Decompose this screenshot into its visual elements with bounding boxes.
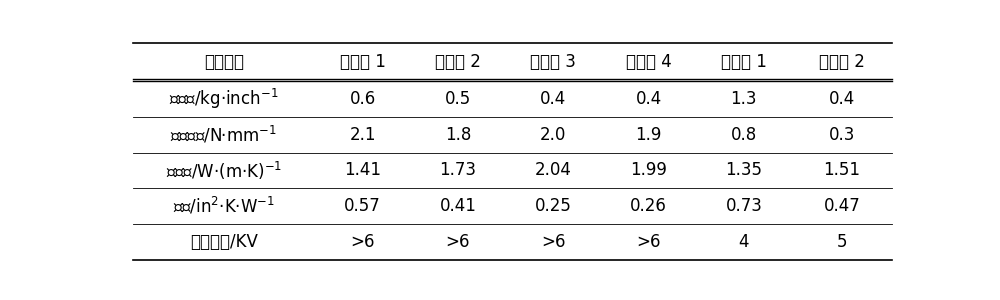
Text: 4: 4: [739, 233, 749, 251]
Text: 绝缘强度/KV: 绝缘强度/KV: [190, 233, 258, 251]
Text: 初粘力/kg·inch$^{-1}$: 初粘力/kg·inch$^{-1}$: [169, 87, 279, 111]
Text: 0.41: 0.41: [439, 197, 476, 215]
Text: 热导率/W·(m·K)$^{-1}$: 热导率/W·(m·K)$^{-1}$: [166, 159, 282, 182]
Text: 2.0: 2.0: [540, 126, 566, 144]
Text: 性能参数: 性能参数: [204, 53, 244, 71]
Text: 0.5: 0.5: [445, 90, 471, 108]
Text: 5: 5: [837, 233, 847, 251]
Text: 1.99: 1.99: [630, 161, 667, 179]
Text: 0.47: 0.47: [824, 197, 860, 215]
Text: 对比例 2: 对比例 2: [819, 53, 865, 71]
Text: 实施例 4: 实施例 4: [626, 53, 671, 71]
Text: 0.4: 0.4: [829, 90, 855, 108]
Text: 1.73: 1.73: [439, 161, 476, 179]
Text: 热阻/in$^{2}$·K·W$^{-1}$: 热阻/in$^{2}$·K·W$^{-1}$: [173, 196, 275, 217]
Text: 1.8: 1.8: [445, 126, 471, 144]
Text: 实施例 3: 实施例 3: [530, 53, 576, 71]
Text: >6: >6: [636, 233, 661, 251]
Text: 0.57: 0.57: [344, 197, 381, 215]
Text: 0.4: 0.4: [540, 90, 566, 108]
Text: 2.04: 2.04: [535, 161, 572, 179]
Text: 剥离强度/N·mm$^{-1}$: 剥离强度/N·mm$^{-1}$: [170, 124, 277, 145]
Text: 0.26: 0.26: [630, 197, 667, 215]
Text: 0.25: 0.25: [535, 197, 572, 215]
Text: >6: >6: [541, 233, 565, 251]
Text: 1.3: 1.3: [731, 90, 757, 108]
Text: 0.8: 0.8: [731, 126, 757, 144]
Text: 1.35: 1.35: [725, 161, 762, 179]
Text: 1.9: 1.9: [635, 126, 662, 144]
Text: 0.73: 0.73: [725, 197, 762, 215]
Text: 0.4: 0.4: [635, 90, 662, 108]
Text: 0.6: 0.6: [349, 90, 376, 108]
Text: 1.41: 1.41: [344, 161, 381, 179]
Text: >6: >6: [446, 233, 470, 251]
Text: 实施例 1: 实施例 1: [340, 53, 385, 71]
Text: 1.51: 1.51: [823, 161, 860, 179]
Text: >6: >6: [350, 233, 375, 251]
Text: 0.3: 0.3: [829, 126, 855, 144]
Text: 实施例 2: 实施例 2: [435, 53, 481, 71]
Text: 对比例 1: 对比例 1: [721, 53, 767, 71]
Text: 2.1: 2.1: [349, 126, 376, 144]
